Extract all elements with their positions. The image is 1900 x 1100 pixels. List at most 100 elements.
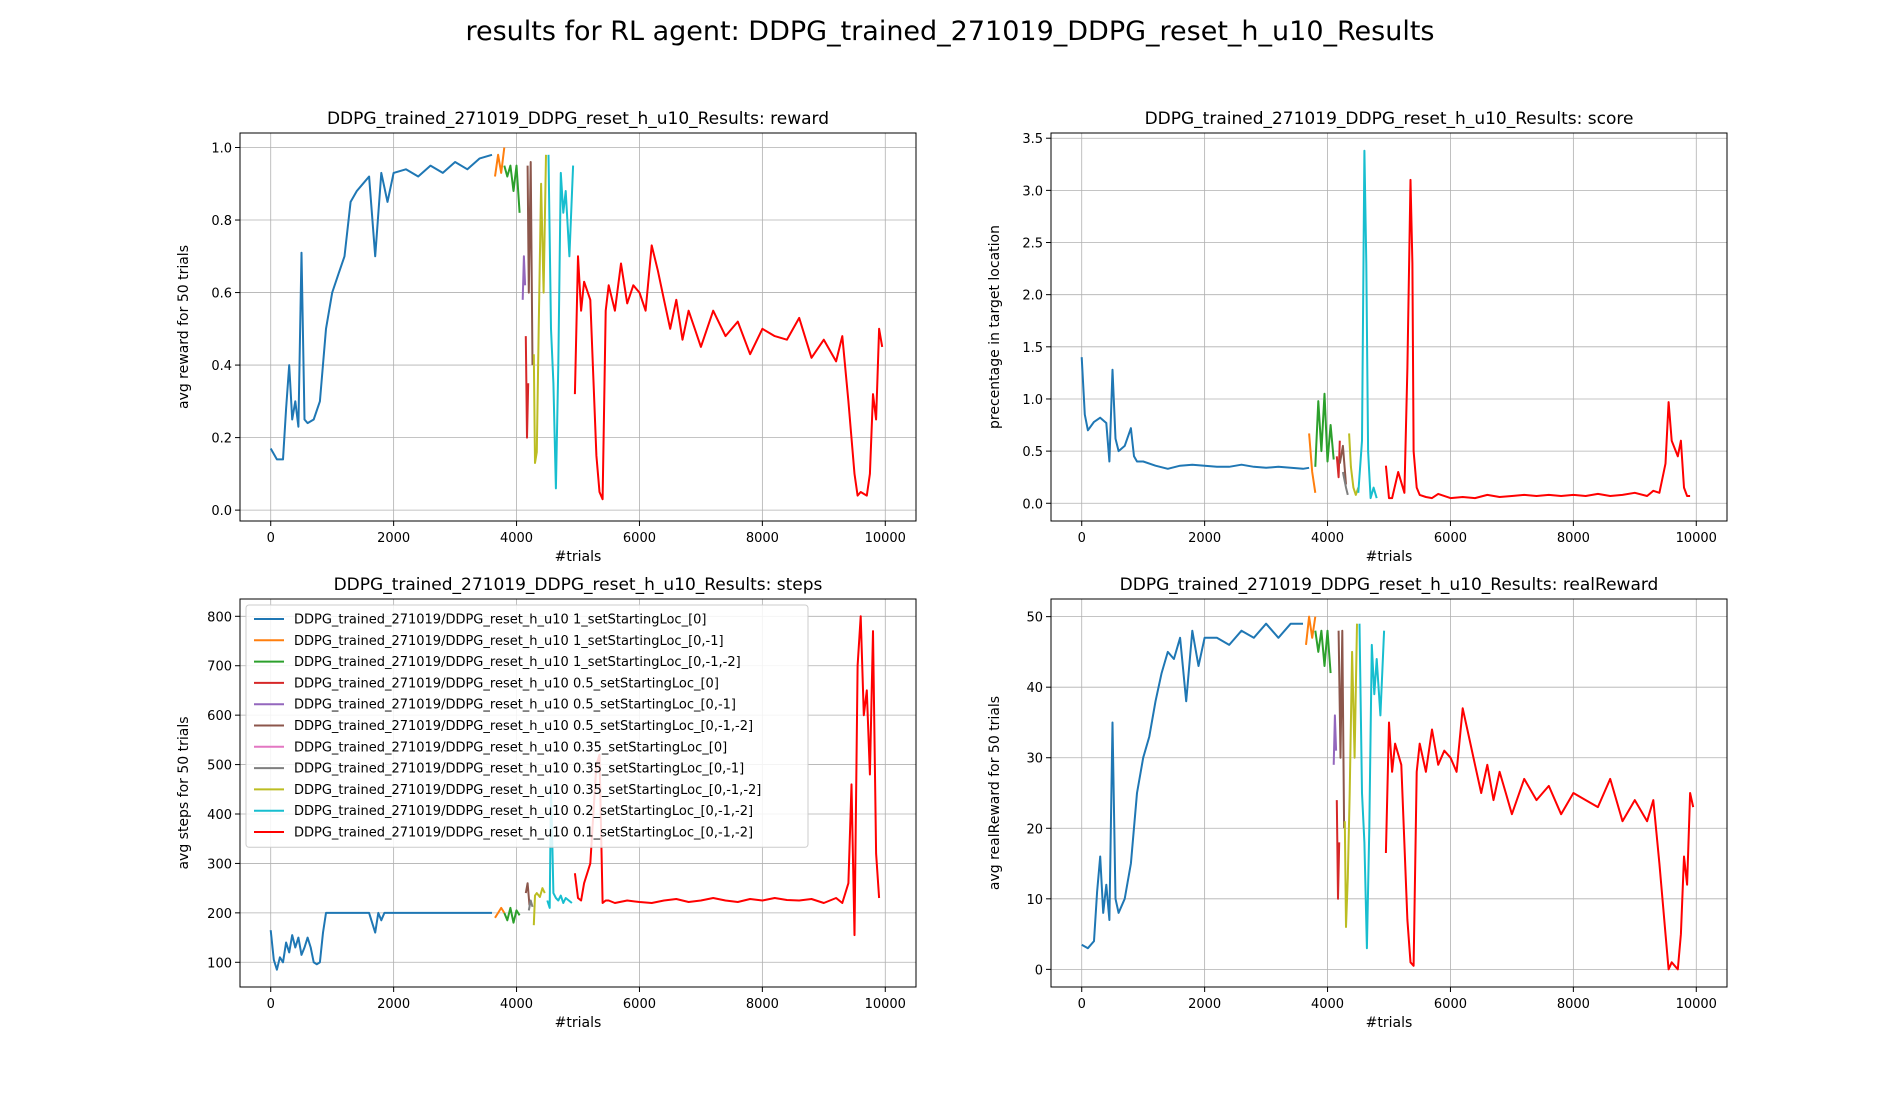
- series-line-6: [1348, 433, 1360, 496]
- plot-frame: [1050, 132, 1728, 522]
- x-tick-label: 2000: [1188, 997, 1221, 1012]
- series-line-1: [1308, 433, 1317, 493]
- y-tick-label: 1.0: [1022, 393, 1043, 408]
- x-tick-label: 4000: [1311, 997, 1344, 1012]
- series-line-7: [1357, 149, 1378, 500]
- chart-panel-steps: 0 2000 4000 6000 8000 10000 100 200 300 400 500 600…: [176, 575, 917, 1031]
- x-tick-label: 10000: [1676, 997, 1717, 1012]
- x-tick-label: 0: [267, 997, 275, 1012]
- series-line-8: [1384, 707, 1695, 971]
- series-line-2: [503, 906, 521, 924]
- series-line-2: [1314, 392, 1335, 467]
- y-axis-label: avg reward for 50 trials: [176, 245, 192, 409]
- legend-label: DDPG_trained_271019/DDPG_reset_h_u10 1_s…: [294, 634, 724, 649]
- y-tick-label: 40: [1026, 681, 1043, 696]
- y-tick-label: 0.0: [1022, 497, 1043, 512]
- x-tick-label: 2000: [377, 531, 410, 546]
- series-line-2: [503, 164, 521, 213]
- x-tick-label: 10000: [1676, 531, 1717, 546]
- legend: DDPG_trained_271019/DDPG_reset_h_u10 1_s…: [245, 604, 809, 848]
- series-line-7: [573, 615, 881, 937]
- y-tick-label: 200: [207, 907, 232, 922]
- x-tick-label: 2000: [1188, 531, 1221, 546]
- y-axis-label: avg realReward for 50 trials: [987, 696, 1003, 890]
- x-tick-label: 4000: [500, 531, 533, 546]
- series-line-4: [527, 899, 534, 911]
- x-axis-label: #trials: [555, 1015, 602, 1031]
- legend-label: DDPG_trained_271019/DDPG_reset_h_u10 1_s…: [294, 613, 707, 628]
- chart-panel-score: 0 2000 4000 6000 8000 10000 0.0 0.5 1.0 1.5 2.0 2.5…: [987, 109, 1728, 565]
- series-line-7: [1358, 623, 1386, 950]
- y-tick-label: 0.0: [211, 504, 232, 519]
- y-tick-label: 10: [1026, 893, 1043, 908]
- panel-title: DDPG_trained_271019_DDPG_reset_h_u10_Res…: [1145, 109, 1634, 129]
- y-tick-label: 0.6: [211, 287, 232, 302]
- legend-label: DDPG_trained_271019/DDPG_reset_h_u10 0.5…: [294, 698, 736, 713]
- panel-title: DDPG_trained_271019_DDPG_reset_h_u10_Res…: [1120, 575, 1659, 595]
- y-tick-label: 1.5: [1022, 341, 1043, 356]
- series-line-0: [1080, 357, 1310, 470]
- series-line-3: [524, 882, 531, 906]
- y-tick-label: 500: [207, 759, 232, 774]
- y-tick-label: 20: [1026, 822, 1043, 837]
- series-line-5: [1341, 471, 1349, 496]
- x-tick-label: 6000: [1434, 997, 1467, 1012]
- y-tick-label: 0.2: [211, 432, 232, 447]
- x-axis-label: #trials: [1366, 1015, 1413, 1031]
- y-tick-label: 1.0: [211, 142, 232, 157]
- series-line-5: [1337, 629, 1346, 829]
- x-tick-label: 6000: [623, 997, 656, 1012]
- series-line-5: [532, 887, 546, 926]
- legend-label: DDPG_trained_271019/DDPG_reset_h_u10 0.2…: [294, 804, 753, 819]
- plot-frame: [1050, 598, 1728, 988]
- series-line-7: [547, 154, 575, 490]
- y-tick-label: 2.5: [1022, 237, 1043, 252]
- series-line-1: [1305, 615, 1317, 646]
- x-tick-label: 0: [1078, 997, 1086, 1012]
- series-line-0: [1081, 622, 1303, 950]
- legend-label: DDPG_trained_271019/DDPG_reset_h_u10 0.1…: [294, 826, 753, 841]
- series-line-6: [532, 154, 547, 464]
- y-axis-label: avg steps for 50 trials: [176, 716, 192, 869]
- legend-label: DDPG_trained_271019/DDPG_reset_h_u10 0.5…: [294, 719, 753, 734]
- series-line-8: [573, 244, 884, 501]
- series-line-6: [1343, 623, 1358, 928]
- x-tick-label: 8000: [746, 997, 779, 1012]
- plot-frame: [239, 598, 917, 988]
- y-tick-label: 600: [207, 709, 232, 724]
- legend-box: [245, 604, 809, 848]
- y-tick-label: 400: [207, 808, 232, 823]
- series-line-5: [526, 161, 534, 366]
- x-tick-label: 8000: [1557, 531, 1590, 546]
- series-line-1: [494, 906, 506, 919]
- x-tick-label: 8000: [746, 531, 779, 546]
- series-line-2: [1314, 629, 1332, 674]
- y-tick-label: 800: [207, 610, 232, 625]
- y-tick-label: 0: [1035, 963, 1043, 978]
- x-tick-label: 4000: [500, 997, 533, 1012]
- series-line-8: [1384, 178, 1691, 500]
- plot-frame: [239, 132, 917, 522]
- x-axis-label: #trials: [1366, 549, 1413, 565]
- x-tick-label: 10000: [865, 531, 906, 546]
- y-tick-label: 3.0: [1022, 184, 1043, 199]
- y-axis-label: precentage in target location: [987, 225, 1003, 429]
- series-line-0: [269, 911, 492, 971]
- series-line-4: [524, 336, 530, 439]
- legend-label: DDPG_trained_271019/DDPG_reset_h_u10 1_s…: [294, 655, 741, 670]
- y-tick-label: 300: [207, 857, 232, 872]
- series-line-0: [269, 153, 493, 461]
- y-tick-label: 0.8: [211, 214, 232, 229]
- series-line-3: [1332, 714, 1338, 765]
- legend-label: DDPG_trained_271019/DDPG_reset_h_u10 0.5…: [294, 676, 719, 691]
- series-line-3: [521, 255, 527, 300]
- chart-panel-realreward: 0 2000 4000 6000 8000 10000 0 10 20 30 40 50 DDPG_tr…: [987, 575, 1728, 1031]
- y-tick-label: 30: [1026, 752, 1043, 767]
- figure-title: results for RL agent: DDPG_trained_27101…: [465, 16, 1435, 47]
- x-tick-label: 10000: [865, 997, 906, 1012]
- panel-title: DDPG_trained_271019_DDPG_reset_h_u10_Res…: [334, 575, 823, 595]
- series-line-3: [1335, 440, 1341, 479]
- legend-label: DDPG_trained_271019/DDPG_reset_h_u10 0.3…: [294, 740, 727, 755]
- panel-title: DDPG_trained_271019_DDPG_reset_h_u10_Res…: [327, 109, 829, 129]
